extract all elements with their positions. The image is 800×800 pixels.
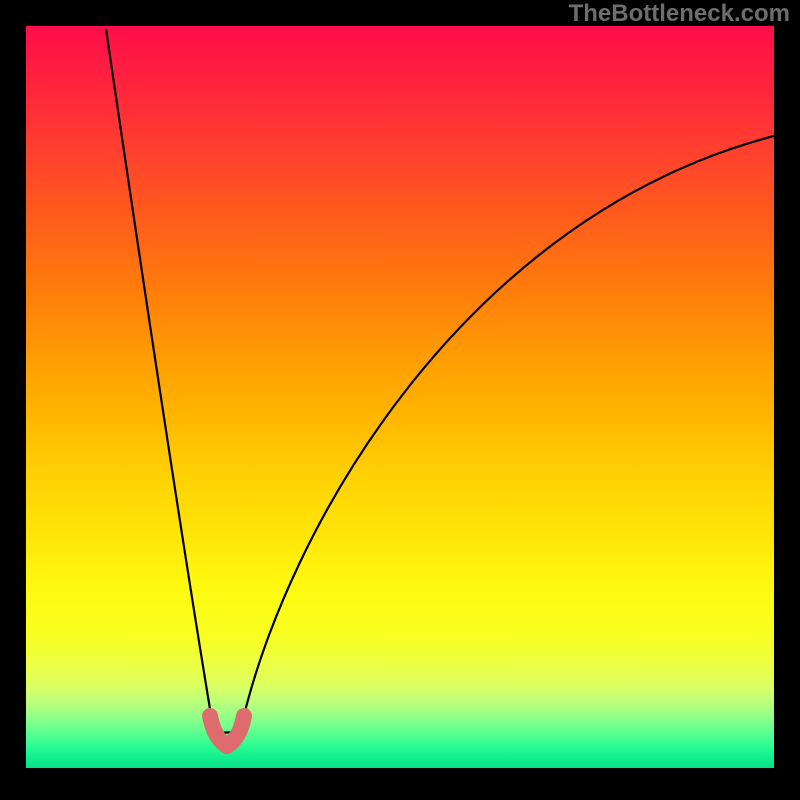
chart-stage: TheBottleneck.com bbox=[0, 0, 800, 800]
bottleneck-chart bbox=[0, 0, 800, 800]
watermark-text: TheBottleneck.com bbox=[569, 0, 790, 28]
